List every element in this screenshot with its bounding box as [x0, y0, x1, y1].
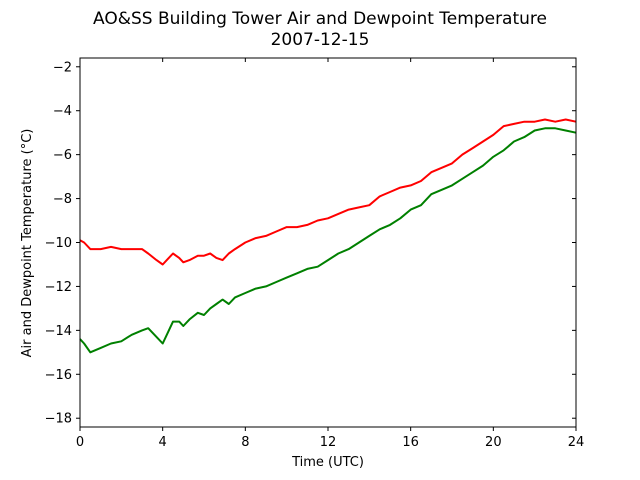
y-axis-label: Air and Dewpoint Temperature (°C): [20, 129, 35, 358]
x-tick-label: 12: [320, 435, 337, 450]
y-tick-label: −16: [45, 368, 72, 383]
x-tick-label: 0: [76, 435, 84, 450]
y-tick-label: −6: [53, 148, 72, 163]
y-tick-label: −8: [53, 192, 72, 207]
x-tick-label: 4: [159, 435, 167, 450]
plot-area: [80, 58, 576, 427]
series-line-1: [79, 127, 577, 354]
x-tick-label: 16: [402, 435, 419, 450]
series-group: [79, 118, 577, 354]
x-tick-label: 20: [485, 435, 502, 450]
y-tick-label: −4: [53, 104, 72, 119]
y-tick-label: −10: [45, 236, 72, 251]
series-line-0: [79, 118, 577, 266]
chart-title: AO&SS Building Tower Air and Dewpoint Te…: [93, 9, 547, 29]
y-axis: −18 −16 −14 −12 −10 −8 −6 −4 −2: [45, 60, 576, 427]
chart-subtitle: 2007-12-15: [271, 30, 370, 50]
plot-border: [79, 57, 577, 428]
x-axis-label: Time (UTC): [291, 455, 364, 470]
x-axis: 0 4 8 12 16 20 24: [76, 58, 584, 450]
x-tick-label: 24: [568, 435, 585, 450]
y-tick-label: −14: [45, 324, 72, 339]
y-tick-label: −12: [45, 280, 72, 295]
y-tick-label: −18: [45, 412, 72, 427]
y-tick-label: −2: [53, 60, 72, 75]
x-tick-label: 8: [241, 435, 249, 450]
